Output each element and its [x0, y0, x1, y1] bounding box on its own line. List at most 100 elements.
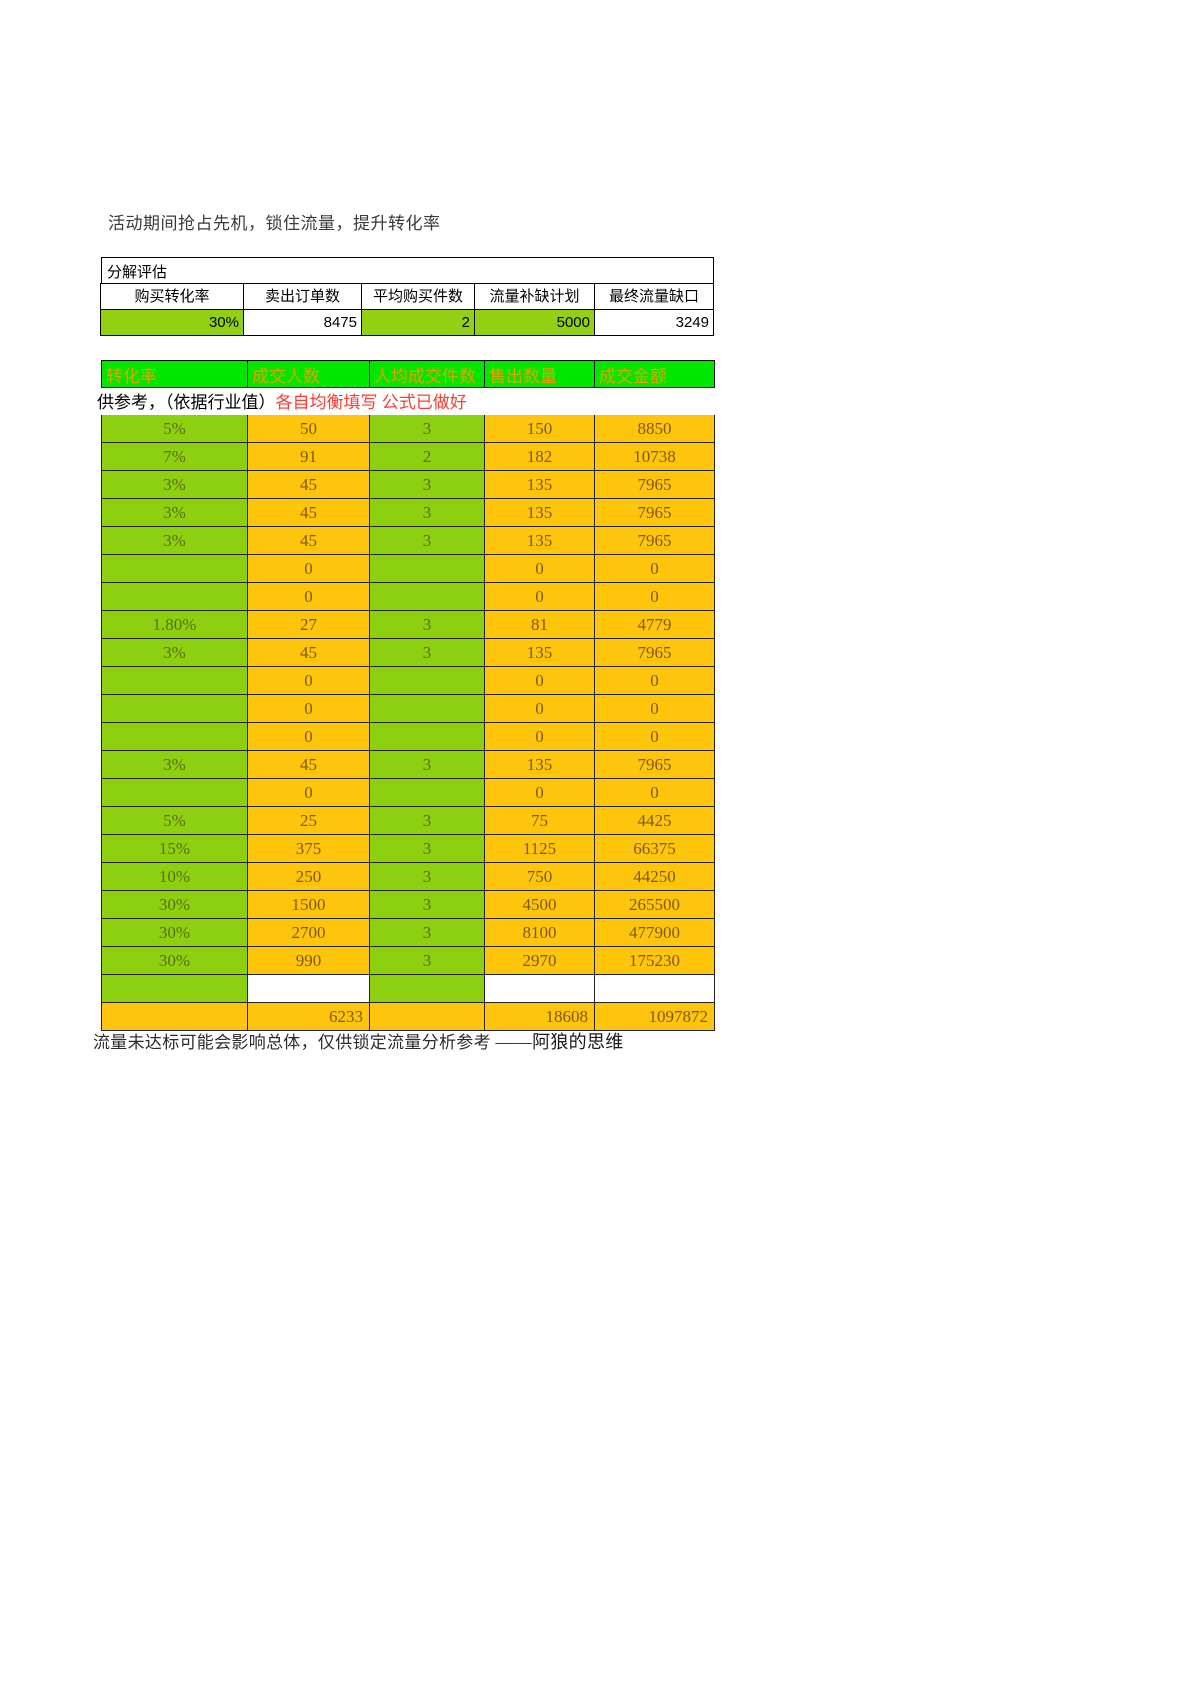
table-cell[interactable]: 0: [594, 722, 715, 751]
table-cell[interactable]: 91: [247, 442, 370, 471]
table-cell[interactable]: [101, 694, 248, 723]
table-cell[interactable]: 0: [484, 554, 595, 583]
table-cell[interactable]: 0: [484, 582, 595, 611]
table-cell[interactable]: 8850: [594, 414, 715, 443]
summary-value-traffic-plan[interactable]: 5000: [474, 309, 595, 336]
table-cell[interactable]: 3%: [101, 498, 248, 527]
table-cell[interactable]: [369, 666, 485, 695]
table-cell[interactable]: 45: [247, 470, 370, 499]
table-cell[interactable]: 45: [247, 498, 370, 527]
table-cell[interactable]: 0: [594, 694, 715, 723]
table-cell[interactable]: 3: [369, 834, 485, 863]
table-cell[interactable]: 45: [247, 638, 370, 667]
table-cell[interactable]: 0: [594, 666, 715, 695]
table-cell[interactable]: 3: [369, 918, 485, 947]
table-cell[interactable]: 175230: [594, 946, 715, 975]
table-cell[interactable]: 3: [369, 498, 485, 527]
table-cell[interactable]: 3: [369, 946, 485, 975]
table-cell[interactable]: 7%: [101, 442, 248, 471]
table-cell[interactable]: 2700: [247, 918, 370, 947]
table-blank-cell[interactable]: [101, 974, 248, 1003]
table-cell[interactable]: 477900: [594, 918, 715, 947]
summary-value-final-gap[interactable]: 3249: [594, 309, 714, 336]
table-cell[interactable]: 250: [247, 862, 370, 891]
table-cell[interactable]: 81: [484, 610, 595, 639]
table-cell[interactable]: 0: [484, 666, 595, 695]
table-cell[interactable]: 0: [594, 554, 715, 583]
table-cell[interactable]: 0: [484, 778, 595, 807]
table-cell[interactable]: 182: [484, 442, 595, 471]
table-cell[interactable]: 0: [247, 582, 370, 611]
table-cell[interactable]: 1.80%: [101, 610, 248, 639]
table-cell[interactable]: 135: [484, 470, 595, 499]
table-cell[interactable]: 7965: [594, 498, 715, 527]
table-cell[interactable]: 135: [484, 526, 595, 555]
table-cell[interactable]: 45: [247, 526, 370, 555]
table-cell[interactable]: 3: [369, 470, 485, 499]
table-cell[interactable]: 0: [247, 722, 370, 751]
table-cell[interactable]: 135: [484, 498, 595, 527]
table-cell[interactable]: 4500: [484, 890, 595, 919]
table-cell[interactable]: 25: [247, 806, 370, 835]
table-cell[interactable]: 4425: [594, 806, 715, 835]
table-cell[interactable]: 27: [247, 610, 370, 639]
table-cell[interactable]: [369, 582, 485, 611]
table-cell[interactable]: 30%: [101, 918, 248, 947]
table-cell[interactable]: 7965: [594, 750, 715, 779]
table-cell[interactable]: 15%: [101, 834, 248, 863]
table-cell[interactable]: 7965: [594, 470, 715, 499]
table-cell[interactable]: 3: [369, 890, 485, 919]
table-cell[interactable]: 0: [247, 694, 370, 723]
table-cell[interactable]: 0: [484, 694, 595, 723]
table-cell[interactable]: 3%: [101, 526, 248, 555]
table-cell[interactable]: [101, 666, 248, 695]
table-cell[interactable]: 3: [369, 610, 485, 639]
table-cell[interactable]: 3: [369, 526, 485, 555]
table-cell[interactable]: 7965: [594, 638, 715, 667]
table-cell[interactable]: 3: [369, 750, 485, 779]
table-cell[interactable]: 7965: [594, 526, 715, 555]
summary-value-avg-items[interactable]: 2: [361, 309, 475, 336]
table-cell[interactable]: 4779: [594, 610, 715, 639]
table-cell[interactable]: 44250: [594, 862, 715, 891]
table-cell[interactable]: 3%: [101, 638, 248, 667]
table-cell[interactable]: 45: [247, 750, 370, 779]
table-cell[interactable]: 0: [247, 554, 370, 583]
table-cell[interactable]: [369, 554, 485, 583]
table-cell[interactable]: 375: [247, 834, 370, 863]
table-cell[interactable]: [369, 778, 485, 807]
table-cell[interactable]: 3%: [101, 470, 248, 499]
table-cell[interactable]: 50: [247, 414, 370, 443]
table-cell[interactable]: [101, 554, 248, 583]
table-cell[interactable]: 8100: [484, 918, 595, 947]
table-cell[interactable]: 30%: [101, 890, 248, 919]
table-cell[interactable]: 1125: [484, 834, 595, 863]
table-cell[interactable]: 135: [484, 750, 595, 779]
table-cell[interactable]: [369, 694, 485, 723]
table-cell[interactable]: 0: [247, 778, 370, 807]
table-cell[interactable]: 2970: [484, 946, 595, 975]
table-cell[interactable]: 0: [594, 778, 715, 807]
table-cell[interactable]: 265500: [594, 890, 715, 919]
table-cell[interactable]: 3: [369, 638, 485, 667]
table-cell[interactable]: 750: [484, 862, 595, 891]
table-blank-cell[interactable]: [247, 974, 370, 1003]
table-cell[interactable]: 990: [247, 946, 370, 975]
table-blank-cell[interactable]: [594, 974, 715, 1003]
table-cell[interactable]: 1500: [247, 890, 370, 919]
table-cell[interactable]: [101, 582, 248, 611]
table-cell[interactable]: 3: [369, 806, 485, 835]
table-cell[interactable]: [369, 722, 485, 751]
table-cell[interactable]: 30%: [101, 946, 248, 975]
table-cell[interactable]: [101, 722, 248, 751]
table-cell[interactable]: 5%: [101, 414, 248, 443]
table-blank-cell[interactable]: [369, 974, 485, 1003]
table-cell[interactable]: 150: [484, 414, 595, 443]
summary-value-orders-sold[interactable]: 8475: [243, 309, 362, 336]
table-cell[interactable]: 3: [369, 414, 485, 443]
summary-value-purchase-conversion[interactable]: 30%: [100, 309, 244, 336]
table-cell[interactable]: 5%: [101, 806, 248, 835]
table-cell[interactable]: 3: [369, 862, 485, 891]
table-cell[interactable]: 3%: [101, 750, 248, 779]
table-cell[interactable]: 75: [484, 806, 595, 835]
